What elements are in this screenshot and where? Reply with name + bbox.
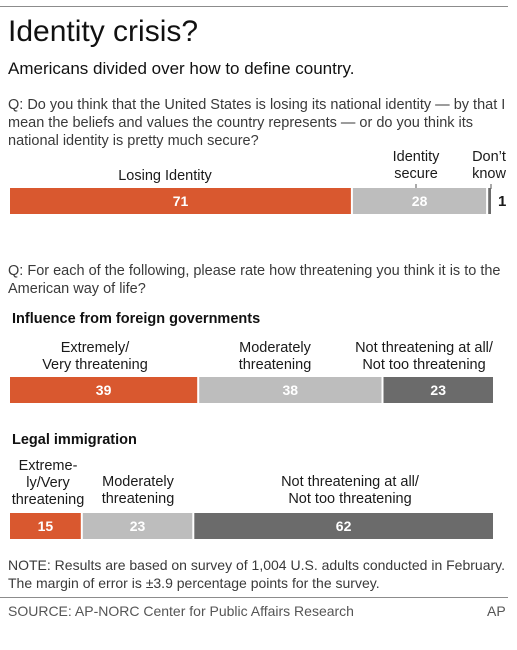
section-title-foreign: Influence from foreign governments xyxy=(12,311,261,327)
question-identity: Q: Do you think that the United States i… xyxy=(8,97,506,149)
chart-immigration: 15 23 62 xyxy=(10,513,494,539)
label-foreign-extremely-line2: Very threatening xyxy=(42,357,148,373)
label-foreign-moderately: Moderately threatening xyxy=(220,340,330,374)
bar-segment-1 xyxy=(82,513,193,539)
bar-segment-0 xyxy=(10,513,81,539)
bar-value-label-1: 38 xyxy=(283,382,299,398)
label-immigration-not: Not threatening at all/ Not too threaten… xyxy=(250,474,450,508)
label-foreign-extremely: Extremely/ Very threatening xyxy=(20,340,170,374)
label-immigration-extremely-line3: threatening xyxy=(11,492,85,508)
bar-value-label-2: 62 xyxy=(336,518,352,534)
label-immigration-not-line2: Not too threatening xyxy=(288,491,412,507)
label-immigration-not-line1: Not threatening at all/ xyxy=(281,474,419,490)
bar-value-label-0: 71 xyxy=(173,193,189,209)
bar-value-label-1: 28 xyxy=(412,193,428,209)
bar-segment-1 xyxy=(352,188,487,214)
bar-segment-2 xyxy=(194,513,494,539)
label-immigration-extremely-line1: Extreme- xyxy=(18,458,78,474)
label-identity-secure-line1: Identity xyxy=(392,149,440,165)
label-dont-know-line2: know xyxy=(472,166,506,182)
bar-value-label-2: 1 xyxy=(498,193,506,210)
label-losing-identity-text: Losing Identity xyxy=(118,168,212,184)
bar-value-label-1: 23 xyxy=(130,518,146,534)
label-immigration-moderately-line1: Moderately xyxy=(102,474,174,490)
bar-segment-1 xyxy=(199,377,382,403)
chart-foreign-bars: 39 38 23 xyxy=(10,377,493,403)
bar-segment-2 xyxy=(488,188,491,214)
section-title-immigration: Legal immigration xyxy=(12,432,137,448)
bar-segment-0 xyxy=(10,188,351,214)
bar-segment-0 xyxy=(10,377,198,403)
label-foreign-extremely-line1: Extremely/ xyxy=(60,340,130,356)
label-immigration-extremely: Extreme- ly/Very threatening xyxy=(6,458,90,509)
bar-segment-2 xyxy=(383,377,493,403)
label-immigration-moderately-line2: threatening xyxy=(101,491,175,507)
label-identity-secure: Identity secure xyxy=(376,149,456,183)
page-title: Identity crisis? xyxy=(8,15,199,48)
footnote: NOTE: Results are based on survey of 1,0… xyxy=(8,557,505,591)
bar-value-label-2: 23 xyxy=(430,382,446,398)
source-line: SOURCE: AP-NORC Center for Public Affair… xyxy=(8,603,354,619)
ap-credit: AP xyxy=(487,603,506,619)
label-losing-identity: Losing Identity xyxy=(100,168,230,185)
chart-identity-bars: 71 28 1 xyxy=(10,188,506,214)
bottom-rule xyxy=(0,597,508,598)
label-immigration-extremely-line2: ly/Very xyxy=(26,475,70,491)
label-foreign-not-line1: Not threatening at all/ xyxy=(355,340,493,356)
question-threat: Q: For each of the following, please rat… xyxy=(8,263,501,297)
label-dont-know: Don’t know xyxy=(464,149,514,183)
label-dont-know-line1: Don’t xyxy=(472,149,506,165)
bar-value-label-0: 39 xyxy=(96,382,112,398)
page-subtitle: Americans divided over how to define cou… xyxy=(8,59,355,78)
label-foreign-moderately-line1: Moderately xyxy=(239,340,311,356)
label-identity-secure-line2: secure xyxy=(394,166,438,182)
label-foreign-not: Not threatening at all/ Not too threaten… xyxy=(341,340,507,374)
label-immigration-moderately: Moderately threatening xyxy=(90,474,186,508)
label-foreign-not-line2: Not too threatening xyxy=(362,357,486,373)
bar-value-label-0: 15 xyxy=(38,518,54,534)
chart-foreign: 39 38 23 xyxy=(10,377,493,403)
chart-immigration-bars: 15 23 62 xyxy=(10,513,494,539)
label-foreign-moderately-line2: threatening xyxy=(238,357,312,373)
top-rule xyxy=(0,6,508,7)
chart-identity: 71 28 1 xyxy=(10,184,506,214)
